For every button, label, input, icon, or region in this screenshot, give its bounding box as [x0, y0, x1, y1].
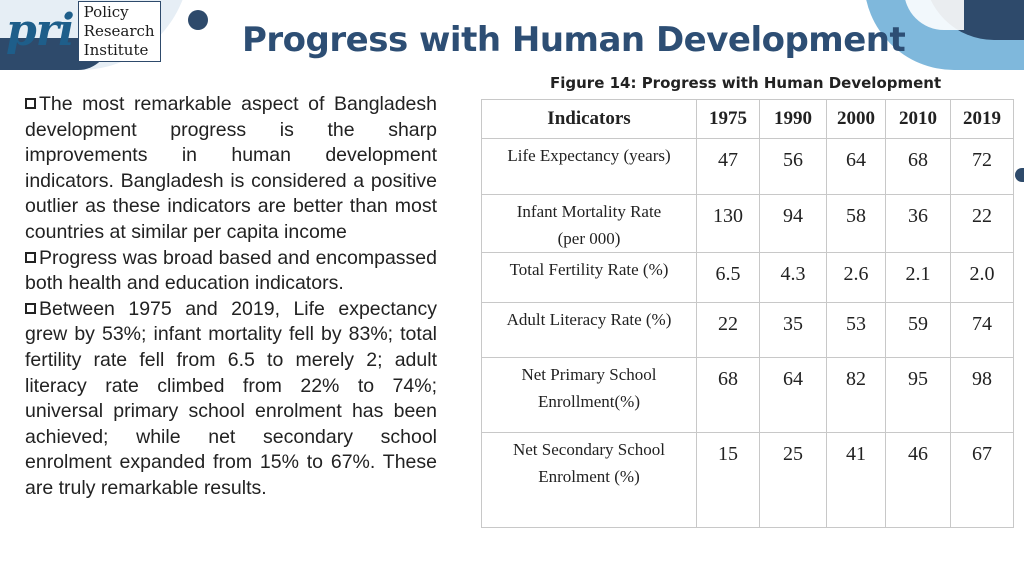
table-cell-value: 36 [885, 194, 951, 253]
indicator-label-line: Infant Mortality Rate [516, 202, 662, 221]
indicator-label-line: (per 000) [557, 229, 621, 248]
indicator-label: Net Secondary School Enrolment (%) [481, 432, 697, 528]
logo-text-box: Policy Research Institute [77, 0, 161, 62]
bullet-paragraph: The most remarkable aspect of Bangladesh… [25, 93, 437, 243]
column-header: 1975 [696, 99, 760, 139]
table-cell-value: 6.5 [696, 252, 760, 303]
table-row: Net Secondary School Enrolment (%) 15 25 41 4… [481, 432, 1014, 528]
indicator-label-line: Enrollment(%) [538, 392, 640, 411]
table-cell-value: 15 [696, 432, 760, 528]
table-row: Net Primary School Enrollment(%) 68 64 82 95 9… [481, 357, 1014, 433]
table-row: Infant Mortality Rate (per 000) 130 94 58 36 2… [481, 194, 1014, 253]
indicators-table: Indicators 1975 1990 2000 2010 2019 Life… [481, 99, 1014, 528]
column-header: 2000 [826, 99, 886, 139]
table-cell-value: 25 [759, 432, 827, 528]
table-cell-value: 82 [826, 357, 886, 433]
table-row: Life Expectancy (years) 47 56 64 68 72 [481, 138, 1014, 195]
indicator-label-line: Total Fertility Rate (%) [509, 260, 669, 279]
figure-caption: Figure 14: Progress with Human Developme… [550, 74, 942, 92]
pri-logo: pri Policy Research Institute [6, 0, 161, 62]
indicator-label: Total Fertility Rate (%) [481, 252, 697, 303]
table-cell-value: 64 [759, 357, 827, 433]
bullet-paragraph: Between 1975 and 2019, Life expectancy g… [25, 297, 437, 499]
edge-marker [1015, 168, 1024, 182]
indicator-label-line: Net Primary School [521, 365, 657, 384]
indicator-label: Net Primary School Enrollment(%) [481, 357, 697, 433]
checkbox-bullet-icon [25, 302, 36, 314]
table-cell-value: 22 [950, 194, 1014, 253]
table-cell-value: 59 [885, 302, 951, 358]
table-cell-value: 67 [950, 432, 1014, 528]
table-row: Total Fertility Rate (%) 6.5 4.3 2.6 2.1 2.0 [481, 252, 1014, 303]
column-header: 1990 [759, 99, 827, 139]
indicator-label-line: Life Expectancy (years) [507, 146, 671, 165]
bullet-paragraph: Progress was broad based and encompassed… [25, 246, 437, 295]
table-cell-value: 22 [696, 302, 760, 358]
table-cell-value: 95 [885, 357, 951, 433]
indicator-label-line: Net Secondary School [512, 440, 666, 459]
table-cell-value: 2.1 [885, 252, 951, 303]
page-title: Progress with Human Development [242, 20, 906, 60]
table-cell-value: 47 [696, 138, 760, 195]
table-cell-value: 58 [826, 194, 886, 253]
logo-line: Institute [83, 40, 149, 59]
body-text: The most remarkable aspect of Bangladesh… [25, 92, 437, 502]
indicator-label: Adult Literacy Rate (%) [481, 302, 697, 358]
table-cell-value: 4.3 [759, 252, 827, 303]
table-cell-value: 72 [950, 138, 1014, 195]
column-header: 2010 [885, 99, 951, 139]
table-cell-value: 94 [759, 194, 827, 253]
decorative-dot [188, 10, 208, 30]
column-header: 2019 [950, 99, 1014, 139]
indicator-label: Infant Mortality Rate (per 000) [481, 194, 697, 253]
table-cell-value: 41 [826, 432, 886, 528]
table-cell-value: 74 [950, 302, 1014, 358]
table-row: Adult Literacy Rate (%) 22 35 53 59 74 [481, 302, 1014, 358]
indicator-label-line: Adult Literacy Rate (%) [506, 310, 672, 329]
indicator-label-line: Enrolment (%) [538, 467, 640, 486]
table-cell-value: 98 [950, 357, 1014, 433]
table-cell-value: 46 [885, 432, 951, 528]
logo-line: Policy [83, 2, 129, 21]
table-cell-value: 2.0 [950, 252, 1014, 303]
logo-line: Research [83, 21, 155, 40]
table-cell-value: 68 [696, 357, 760, 433]
table-cell-value: 53 [826, 302, 886, 358]
table-cell-value: 130 [696, 194, 760, 253]
logo-mark: pri [6, 5, 75, 56]
column-header: Indicators [481, 99, 697, 139]
table-cell-value: 56 [759, 138, 827, 195]
checkbox-bullet-icon [25, 98, 36, 109]
table-cell-value: 64 [826, 138, 886, 195]
indicator-label: Life Expectancy (years) [481, 138, 697, 195]
table-cell-value: 68 [885, 138, 951, 195]
checkbox-bullet-icon [25, 251, 36, 263]
table-header-row: Indicators 1975 1990 2000 2010 2019 [481, 99, 1014, 139]
table-cell-value: 35 [759, 302, 827, 358]
table-cell-value: 2.6 [826, 252, 886, 303]
